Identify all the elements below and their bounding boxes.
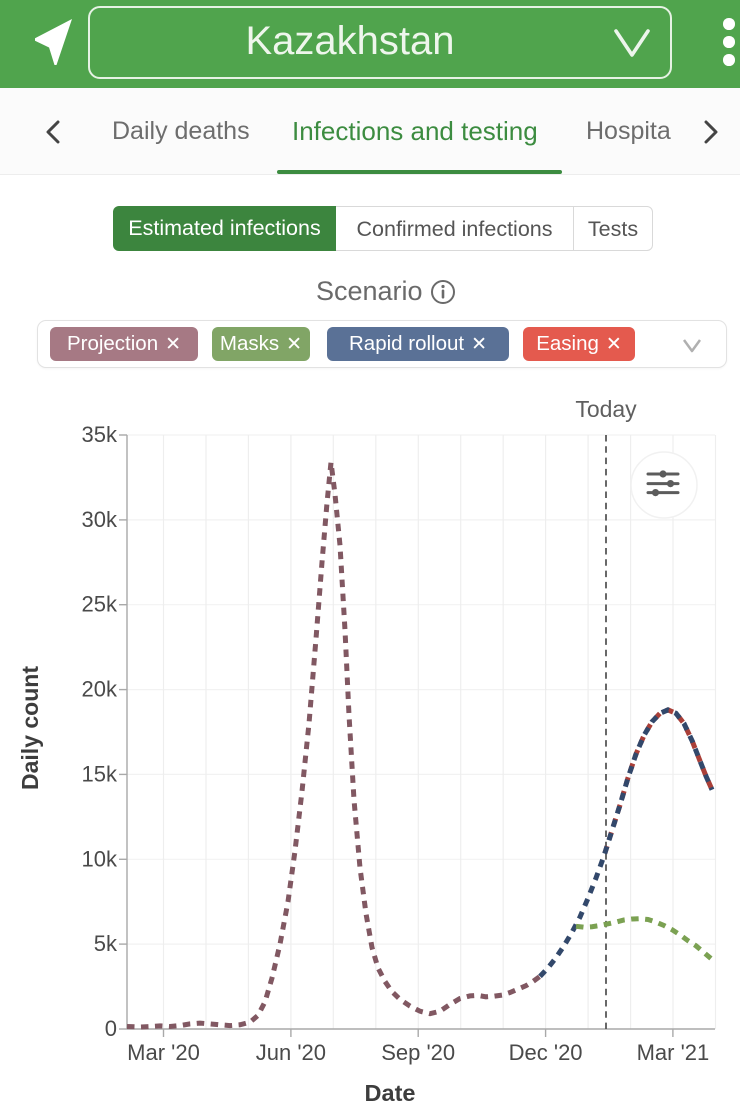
svg-text:Daily count: Daily count — [17, 666, 43, 790]
svg-text:10k: 10k — [82, 846, 118, 871]
svg-text:Dec '20: Dec '20 — [509, 1040, 583, 1065]
svg-text:25k: 25k — [82, 592, 118, 617]
svg-text:15k: 15k — [82, 761, 118, 786]
svg-text:Sep '20: Sep '20 — [381, 1040, 455, 1065]
svg-text:5k: 5k — [94, 931, 118, 956]
svg-text:Mar '21: Mar '21 — [637, 1040, 710, 1065]
svg-text:Mar '20: Mar '20 — [127, 1040, 200, 1065]
svg-text:Date: Date — [365, 1080, 416, 1106]
svg-text:Jun '20: Jun '20 — [256, 1040, 326, 1065]
svg-text:0: 0 — [105, 1016, 117, 1041]
svg-text:30k: 30k — [82, 507, 118, 532]
svg-text:20k: 20k — [82, 677, 118, 702]
svg-text:Today: Today — [575, 396, 637, 422]
svg-text:35k: 35k — [82, 422, 118, 447]
